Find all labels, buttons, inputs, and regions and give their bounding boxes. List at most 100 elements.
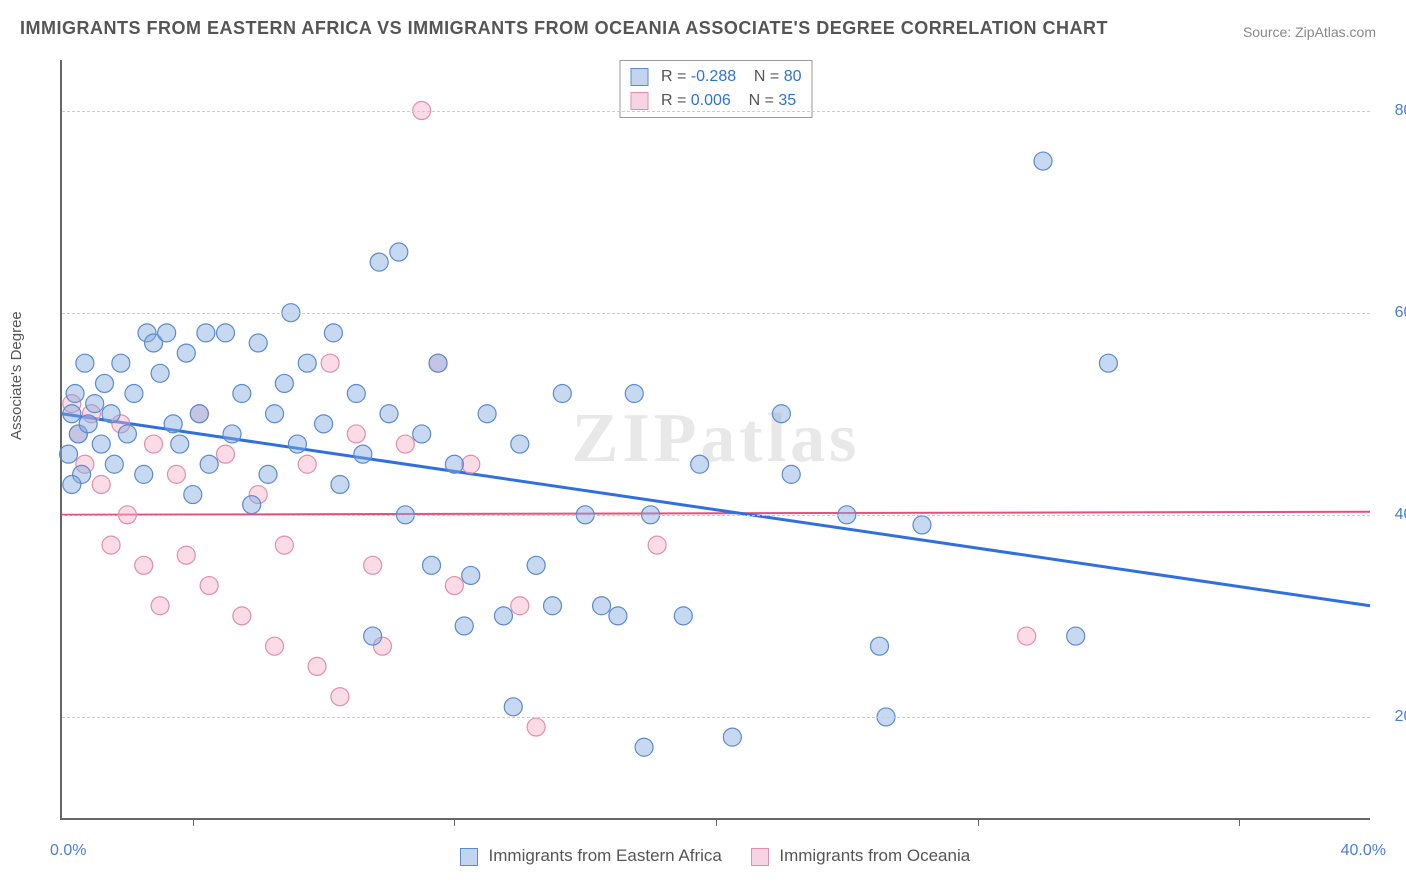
scatter-point-blue	[249, 334, 267, 352]
source-attribution: Source: ZipAtlas.com	[1243, 24, 1376, 40]
scatter-point-pink	[308, 657, 326, 675]
stats-legend: R = -0.288 N = 80 R = 0.006 N = 35	[620, 60, 813, 118]
scatter-point-blue	[112, 354, 130, 372]
gridline	[62, 717, 1370, 718]
gridline	[62, 111, 1370, 112]
chart-svg	[62, 60, 1370, 818]
scatter-point-blue	[102, 405, 120, 423]
scatter-point-blue	[324, 324, 342, 342]
scatter-point-blue	[691, 455, 709, 473]
x-tick	[1239, 818, 1240, 826]
x-tick	[454, 818, 455, 826]
scatter-point-blue	[135, 465, 153, 483]
legend-label-pink: Immigrants from Oceania	[779, 846, 970, 865]
scatter-point-blue	[92, 435, 110, 453]
r-value: -0.288	[691, 68, 736, 85]
stats-row-blue: R = -0.288 N = 80	[631, 65, 802, 89]
scatter-point-blue	[233, 385, 251, 403]
chart-title: IMMIGRANTS FROM EASTERN AFRICA VS IMMIGR…	[20, 18, 1108, 39]
scatter-point-blue	[413, 425, 431, 443]
y-tick-label: 40.0%	[1380, 506, 1406, 524]
plot-area: ZIPatlas R = -0.288 N = 80 R = 0.006 N =…	[60, 60, 1370, 820]
x-tick	[193, 818, 194, 826]
scatter-point-blue	[478, 405, 496, 423]
r-label: R =	[661, 68, 691, 85]
scatter-point-pink	[648, 536, 666, 554]
scatter-point-pink	[331, 688, 349, 706]
scatter-point-pink	[102, 536, 120, 554]
scatter-point-blue	[158, 324, 176, 342]
scatter-point-pink	[321, 354, 339, 372]
y-tick-label: 20.0%	[1380, 708, 1406, 726]
scatter-point-blue	[544, 597, 562, 615]
scatter-point-blue	[625, 385, 643, 403]
scatter-point-blue	[462, 566, 480, 584]
scatter-point-blue	[184, 486, 202, 504]
scatter-point-blue	[429, 354, 447, 372]
scatter-point-pink	[92, 475, 110, 493]
x-tick	[978, 818, 979, 826]
scatter-point-blue	[171, 435, 189, 453]
scatter-point-blue	[76, 354, 94, 372]
r-value: 0.006	[691, 92, 731, 109]
scatter-point-blue	[1099, 354, 1117, 372]
scatter-point-blue	[553, 385, 571, 403]
scatter-point-pink	[266, 637, 284, 655]
n-value: 35	[778, 92, 796, 109]
scatter-point-pink	[233, 607, 251, 625]
gridline	[62, 515, 1370, 516]
legend-swatch-pink-icon	[751, 848, 769, 866]
scatter-point-blue	[151, 364, 169, 382]
scatter-point-blue	[331, 475, 349, 493]
scatter-point-blue	[380, 405, 398, 423]
scatter-point-blue	[674, 607, 692, 625]
scatter-point-blue	[243, 496, 261, 514]
scatter-point-blue	[772, 405, 790, 423]
scatter-point-pink	[462, 455, 480, 473]
y-tick-label: 80.0%	[1380, 102, 1406, 120]
scatter-point-blue	[354, 445, 372, 463]
scatter-point-pink	[347, 425, 365, 443]
scatter-point-pink	[177, 546, 195, 564]
scatter-point-pink	[511, 597, 529, 615]
scatter-point-pink	[445, 577, 463, 595]
scatter-point-pink	[145, 435, 163, 453]
scatter-point-blue	[455, 617, 473, 635]
scatter-point-blue	[347, 385, 365, 403]
scatter-point-blue	[63, 405, 81, 423]
scatter-point-pink	[1018, 627, 1036, 645]
scatter-point-pink	[527, 718, 545, 736]
scatter-point-blue	[504, 698, 522, 716]
scatter-point-blue	[494, 607, 512, 625]
scatter-point-blue	[390, 243, 408, 261]
scatter-point-pink	[275, 536, 293, 554]
scatter-point-blue	[217, 324, 235, 342]
scatter-point-blue	[511, 435, 529, 453]
r-label: R =	[661, 92, 691, 109]
scatter-point-blue	[96, 374, 114, 392]
y-axis-label: Associate's Degree	[8, 311, 25, 440]
scatter-point-blue	[223, 425, 241, 443]
scatter-point-blue	[60, 445, 78, 463]
scatter-point-blue	[1067, 627, 1085, 645]
scatter-point-blue	[200, 455, 218, 473]
scatter-point-blue	[105, 455, 123, 473]
scatter-point-blue	[288, 435, 306, 453]
scatter-point-blue	[266, 405, 284, 423]
scatter-point-pink	[151, 597, 169, 615]
scatter-point-pink	[217, 445, 235, 463]
scatter-point-blue	[635, 738, 653, 756]
y-tick-label: 60.0%	[1380, 304, 1406, 322]
n-label: N =	[754, 68, 784, 85]
scatter-point-blue	[125, 385, 143, 403]
legend-swatch-blue-icon	[460, 848, 478, 866]
scatter-point-blue	[164, 415, 182, 433]
scatter-point-blue	[723, 728, 741, 746]
scatter-point-pink	[298, 455, 316, 473]
n-value: 80	[784, 68, 802, 85]
scatter-point-blue	[177, 344, 195, 362]
scatter-point-blue	[197, 324, 215, 342]
scatter-point-pink	[396, 435, 414, 453]
scatter-point-pink	[364, 556, 382, 574]
scatter-point-blue	[423, 556, 441, 574]
